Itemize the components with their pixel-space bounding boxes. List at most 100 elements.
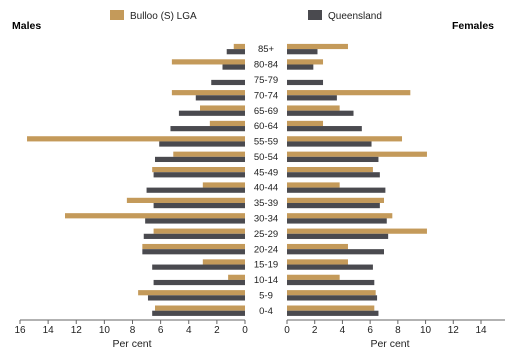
bar-males-bulloo-s-lga-70-74 [171,90,245,96]
females-tick-label-2: 2 [312,325,318,336]
bar-males-bulloo-s-lga-40-44 [202,182,245,188]
bar-males-bulloo-s-lga-20-24 [142,243,245,250]
males-tick-label-14: 14 [43,325,55,336]
females-x-axis-ticks: 0 2 4 6 8 10 12 14 [284,320,487,336]
age-label-75-79: 75-79 [254,75,278,86]
bar-males-bulloo-s-lga-5-9 [138,290,245,296]
bar-males-queensland-25-29 [143,233,245,239]
bar-males-queensland-60-64 [170,126,245,132]
bar-females-bulloo-s-lga-80-84 [287,59,324,65]
bar-females-bulloo-s-lga-50-54 [287,151,427,157]
bar-females-bulloo-s-lga-0-4 [287,305,375,311]
legend-swatch-bulloo [110,10,124,20]
age-label-70-74: 70-74 [254,90,278,101]
bar-males-bulloo-s-lga-60-64 [209,120,245,127]
age-label-60-64: 60-64 [254,121,278,132]
age-label-35-39: 35-39 [254,198,278,209]
age-label-45-49: 45-49 [254,167,278,178]
age-label-15-19: 15-19 [254,260,278,271]
bar-males-queensland-85 [226,49,245,55]
bar-males-queensland-10-14 [153,279,245,286]
bar-females-bulloo-s-lga-65-69 [287,105,340,111]
bar-marks [27,43,427,316]
bar-females-queensland-65-69 [287,110,354,116]
bar-males-queensland-40-44 [146,187,245,193]
bar-females-queensland-15-19 [287,264,373,270]
bar-females-queensland-50-54 [287,156,379,163]
bar-males-queensland-35-39 [153,202,245,209]
bar-males-bulloo-s-lga-80-84 [171,59,245,65]
age-label-0-4: 0-4 [259,306,273,317]
bar-males-bulloo-s-lga-10-14 [228,274,245,280]
age-label-85: 85+ [258,44,275,55]
bar-females-queensland-75-79 [287,79,324,86]
bar-males-queensland-55-59 [159,141,245,147]
bar-males-bulloo-s-lga-35-39 [126,197,245,203]
bar-males-bulloo-s-lga-85 [233,43,245,50]
bar-males-queensland-65-69 [178,110,245,116]
bar-males-queensland-45-49 [153,172,245,178]
bar-males-queensland-0-4 [152,310,245,316]
bar-females-queensland-45-49 [287,172,380,178]
bar-females-queensland-85 [287,49,318,55]
bar-females-bulloo-s-lga-45-49 [287,167,373,173]
age-label-40-44: 40-44 [254,183,278,194]
females-tick-label-14: 14 [475,325,487,336]
bar-females-queensland-25-29 [287,233,389,239]
age-label-20-24: 20-24 [254,244,278,255]
males-tick-label-16: 16 [14,325,26,336]
females-x-axis-title: Per cent [370,338,409,350]
bar-males-queensland-5-9 [147,295,245,301]
age-label-65-69: 65-69 [254,106,278,117]
females-panel-title: Females [452,20,494,32]
males-tick-label-2: 2 [214,325,220,336]
males-tick-label-4: 4 [186,325,192,336]
males-tick-label-8: 8 [130,325,136,336]
bar-females-queensland-10-14 [287,279,375,286]
age-label-10-14: 10-14 [254,275,278,286]
bar-males-queensland-50-54 [155,156,245,163]
bar-females-queensland-80-84 [287,64,314,70]
bar-males-bulloo-s-lga-45-49 [152,167,245,173]
bar-males-queensland-15-19 [152,264,245,270]
bar-females-queensland-35-39 [287,202,380,209]
age-label-25-29: 25-29 [254,229,278,240]
bar-males-bulloo-s-lga-50-54 [173,151,245,157]
males-x-axis-ticks: 16 14 12 10 8 6 4 2 0 [14,320,248,336]
males-tick-label-12: 12 [71,325,83,336]
bar-females-queensland-0-4 [287,310,379,316]
bar-males-bulloo-s-lga-55-59 [27,136,245,142]
bar-males-bulloo-s-lga-30-34 [65,213,245,219]
age-label-30-34: 30-34 [254,213,278,224]
bar-males-queensland-20-24 [142,249,245,255]
females-tick-label-6: 6 [367,325,373,336]
bar-females-bulloo-s-lga-85 [287,43,348,50]
bar-females-queensland-20-24 [287,249,384,255]
males-tick-label-0: 0 [242,325,248,336]
bar-females-queensland-60-64 [287,126,362,132]
bar-females-queensland-30-34 [287,218,387,224]
bar-females-bulloo-s-lga-55-59 [287,136,403,142]
age-label-80-84: 80-84 [254,60,278,71]
bar-males-queensland-30-34 [145,218,245,224]
males-x-axis-title: Per cent [112,338,151,350]
bar-males-bulloo-s-lga-15-19 [202,259,245,265]
bar-females-queensland-5-9 [287,295,378,301]
bar-females-bulloo-s-lga-15-19 [287,259,348,265]
bar-females-bulloo-s-lga-30-34 [287,213,393,219]
age-label-5-9: 5-9 [259,290,273,301]
bar-females-bulloo-s-lga-35-39 [287,197,384,203]
age-group-labels: 85+ 80-84 75-79 70-74 65-69 60-64 55-59 50-54 45… [254,44,278,317]
females-tick-label-10: 10 [420,325,432,336]
bar-females-queensland-55-59 [287,141,372,147]
bar-males-queensland-80-84 [222,64,245,70]
bar-males-bulloo-s-lga-0-4 [155,305,245,311]
females-tick-label-8: 8 [395,325,401,336]
females-tick-label-12: 12 [448,325,460,336]
bar-females-bulloo-s-lga-70-74 [287,90,411,96]
females-tick-label-0: 0 [284,325,290,336]
legend: Bulloo (S) LGA Queensland [110,10,382,22]
legend-label-queensland: Queensland [328,11,382,22]
males-tick-label-6: 6 [158,325,164,336]
